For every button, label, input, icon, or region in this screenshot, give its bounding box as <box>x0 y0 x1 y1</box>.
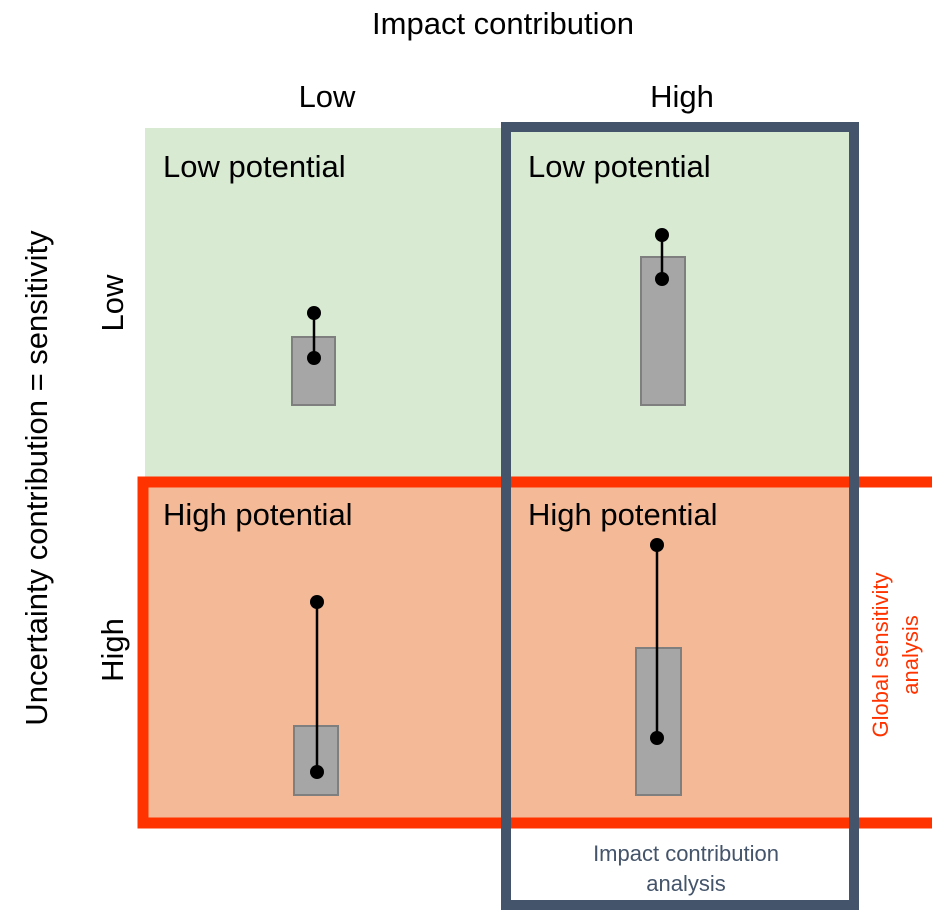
marker-top-low-low <box>307 306 321 320</box>
y-axis-title: Uncertainty contribution = sensitivity <box>19 230 54 726</box>
column-label-high: High <box>650 79 714 114</box>
column-label-low: Low <box>299 79 356 114</box>
gsa-label-line1: Global sensitivity <box>868 572 893 737</box>
bar-high-high <box>635 647 682 796</box>
x-axis-title: Impact contribution <box>372 6 634 41</box>
ica-label-line2: analysis <box>646 871 725 896</box>
impact-contribution-analysis-box <box>501 122 859 910</box>
marker-top-high-low <box>310 595 324 609</box>
marker-bottom-high-low <box>310 765 324 779</box>
row-label-high: High <box>95 618 130 682</box>
quadrant-label-low-high: Low potential <box>528 149 711 184</box>
ica-label-line1: Impact contribution <box>593 841 779 866</box>
marker-bottom-high-high <box>650 731 664 745</box>
quadrant-bg-low-low <box>145 128 502 478</box>
gsa-label-line2: analysis <box>898 615 923 694</box>
quadrant-label-low-low: Low potential <box>163 149 346 184</box>
marker-top-low-high <box>655 228 669 242</box>
bar-low-high <box>640 256 686 406</box>
marker-bottom-low-low <box>307 351 321 365</box>
marker-top-high-high <box>650 538 664 552</box>
global-sensitivity-analysis-box <box>137 476 932 829</box>
quadrant-label-high-low: High potential <box>163 497 353 532</box>
row-label-low: Low <box>95 274 130 331</box>
quadrant-label-high-high: High potential <box>528 497 718 532</box>
marker-bottom-low-high <box>655 272 669 286</box>
